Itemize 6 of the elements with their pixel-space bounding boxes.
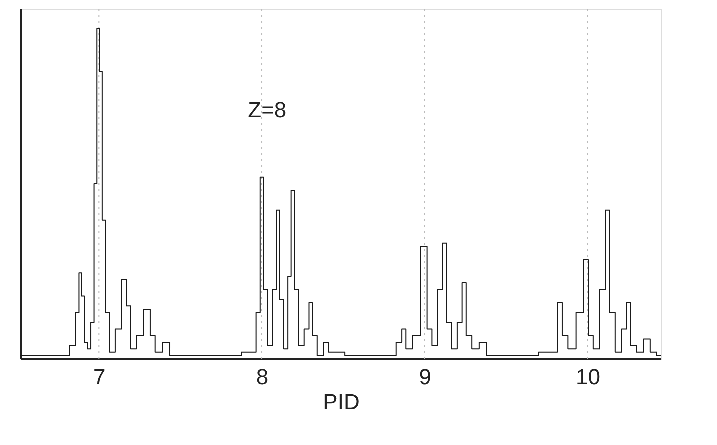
x-axis-title: PID bbox=[323, 390, 360, 414]
x-tick-label: 10 bbox=[576, 364, 600, 390]
x-tick-label: 7 bbox=[94, 364, 106, 390]
x-tick-label: 8 bbox=[256, 364, 269, 390]
x-tick-label: 9 bbox=[419, 364, 432, 390]
annotation: Z=8 bbox=[248, 98, 287, 122]
